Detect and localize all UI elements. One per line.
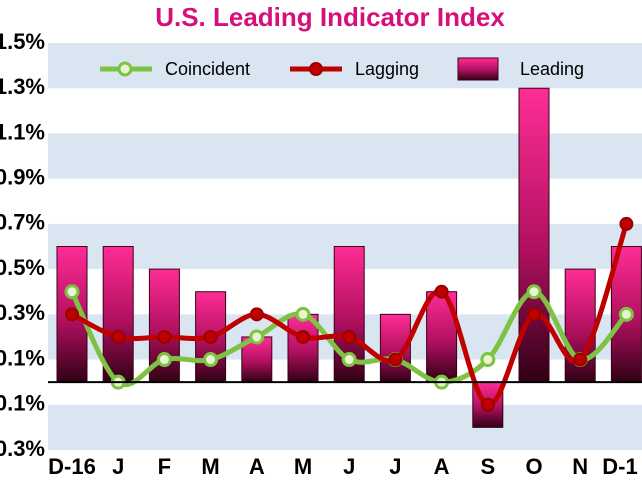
- x-tick-label: M: [294, 454, 312, 479]
- marker: [64, 284, 80, 300]
- legend-marker: [309, 62, 323, 76]
- marker: [388, 352, 403, 367]
- marker: [480, 352, 496, 368]
- marker: [249, 329, 265, 345]
- marker: [203, 329, 218, 344]
- marker: [111, 329, 126, 344]
- marker: [249, 307, 264, 322]
- marker: [342, 329, 357, 344]
- legend-label: Leading: [520, 59, 584, 79]
- marker: [618, 306, 634, 322]
- x-tick-label: O: [525, 454, 542, 479]
- marker: [296, 329, 310, 344]
- legend-label: Coincident: [165, 59, 250, 79]
- x-tick-label: M: [201, 454, 219, 479]
- marker: [203, 352, 219, 368]
- y-tick-label: 0.7%: [0, 210, 45, 235]
- x-tick-label: D-1: [602, 454, 637, 479]
- y-tick-label: 1.3%: [0, 74, 45, 99]
- x-tick-label: F: [158, 454, 171, 479]
- marker: [157, 329, 172, 344]
- legend-swatch: [457, 57, 499, 81]
- y-tick-label: -0.1%: [0, 391, 45, 416]
- y-tick-label: 0.3%: [0, 300, 45, 325]
- marker: [527, 307, 541, 322]
- y-tick-label: 1.5%: [0, 29, 45, 54]
- y-tick-label: 0.9%: [0, 164, 45, 189]
- grid-band: [48, 133, 642, 179]
- x-tick-label: J: [112, 454, 124, 479]
- grid-band: [48, 43, 642, 89]
- x-tick-label: A: [249, 454, 265, 479]
- marker: [526, 284, 542, 300]
- x-tick-label: J: [389, 454, 401, 479]
- y-tick-label: -0.3%: [0, 436, 45, 461]
- marker: [573, 352, 588, 367]
- legend-label: Lagging: [355, 59, 419, 79]
- x-tick-label: S: [480, 454, 495, 479]
- marker: [156, 352, 172, 368]
- marker: [341, 352, 357, 368]
- marker: [295, 306, 311, 322]
- y-tick-label: 1.1%: [0, 119, 45, 144]
- marker: [480, 397, 495, 412]
- x-tick-label: D-16: [48, 454, 96, 479]
- bar: [102, 246, 134, 383]
- x-tick-label: N: [572, 454, 588, 479]
- legend-marker: [117, 61, 133, 77]
- x-tick-label: A: [434, 454, 450, 479]
- bar: [287, 313, 319, 383]
- y-tick-label: 0.1%: [0, 345, 45, 370]
- marker: [619, 216, 634, 231]
- marker: [65, 307, 79, 322]
- chart-title: U.S. Leading Indicator Index: [155, 2, 505, 32]
- bar: [518, 87, 550, 383]
- legend: Coincident Lagging Leading: [100, 57, 584, 81]
- marker: [434, 284, 449, 299]
- x-tick-label: J: [343, 454, 355, 479]
- y-tick-label: 0.5%: [0, 255, 45, 280]
- grid-band: [48, 404, 642, 450]
